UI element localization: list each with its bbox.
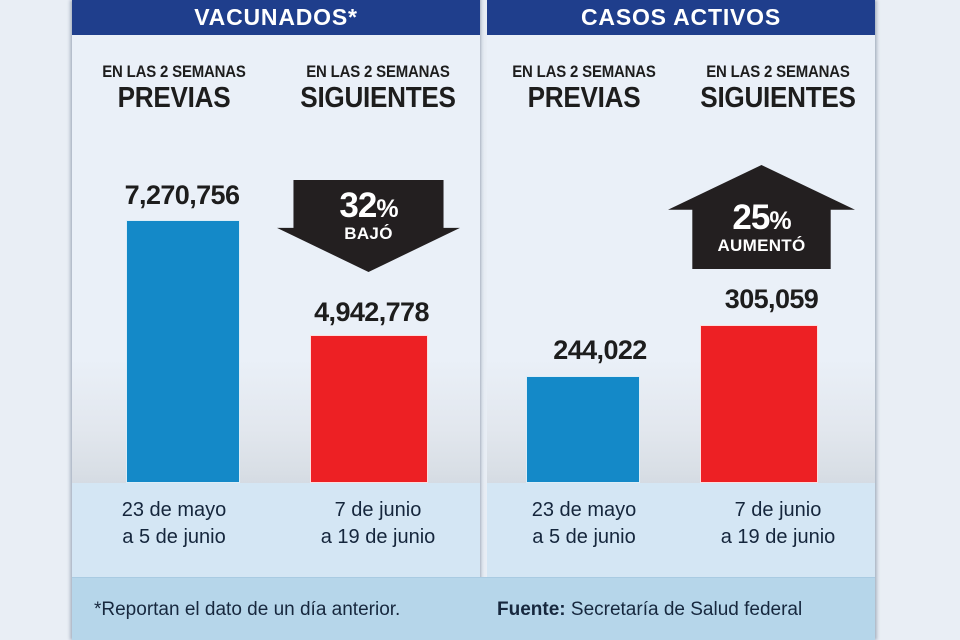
date-line-2: a 5 de junio bbox=[532, 526, 636, 548]
column-heading-big: PREVIAS bbox=[527, 82, 641, 114]
source-text: Fuente: Secretaría de Salud federal bbox=[497, 599, 802, 621]
change-badge-down-vacunados: 32% BAJÓ bbox=[277, 180, 460, 272]
date-label-vacunados-previas: 23 de mayo a 5 de junio bbox=[72, 483, 276, 577]
chart-area-casos-activos: EN LAS 2 SEMANAS PREVIAS EN LAS 2 SEMANA… bbox=[487, 35, 875, 483]
bar-value-casos-siguientes: 305,059 bbox=[724, 284, 819, 314]
bar-casos-siguientes bbox=[700, 325, 818, 483]
column-heading-big: SIGUIENTES bbox=[700, 82, 856, 114]
date-line-1: 7 de junio bbox=[334, 499, 422, 521]
bar-value-casos-previas: 244,022 bbox=[553, 335, 647, 365]
source-label: Fuente: bbox=[497, 599, 566, 620]
column-heading-previas: EN LAS 2 SEMANAS PREVIAS bbox=[72, 63, 276, 113]
panel-title-vacunados: VACUNADOS* bbox=[72, 0, 480, 35]
column-heading-big: PREVIAS bbox=[117, 82, 231, 114]
change-percent-vacunados: 32% bbox=[339, 186, 398, 225]
date-label-vacunados-siguientes: 7 de junio a 19 de junio bbox=[276, 483, 480, 577]
content-slab: VACUNADOS* EN LAS 2 SEMANAS PREVIAS EN L… bbox=[72, 0, 875, 640]
column-heading-big: SIGUIENTES bbox=[300, 82, 456, 114]
bar-vacunados-previas bbox=[126, 220, 240, 483]
change-word-casos-activos: AUMENTÓ bbox=[717, 236, 806, 255]
bar-value-vacunados-siguientes: 4,942,778 bbox=[314, 297, 429, 327]
percent-symbol: % bbox=[769, 207, 791, 235]
panel-vacunados: VACUNADOS* EN LAS 2 SEMANAS PREVIAS EN L… bbox=[72, 0, 480, 640]
date-line-1: 23 de mayo bbox=[121, 499, 227, 521]
bar-vacunados-siguientes bbox=[310, 335, 428, 483]
footer-band: *Reportan el dato de un día anterior. Fu… bbox=[72, 577, 875, 640]
column-heading-small: EN LAS 2 SEMANAS bbox=[512, 62, 656, 81]
column-heading-siguientes: EN LAS 2 SEMANAS SIGUIENTES bbox=[276, 63, 480, 113]
date-line-2: a 5 de junio bbox=[122, 526, 226, 548]
date-line-1: 23 de mayo bbox=[531, 499, 637, 521]
bar-casos-previas bbox=[526, 376, 640, 483]
percent-symbol: % bbox=[376, 195, 398, 223]
date-line-2: a 19 de junio bbox=[720, 526, 836, 548]
panel-divider bbox=[480, 0, 487, 640]
date-line-1: 7 de junio bbox=[734, 499, 822, 521]
date-band-casos-activos: 23 de mayo a 5 de junio 7 de junio a 19 … bbox=[487, 483, 875, 577]
column-heading-siguientes: EN LAS 2 SEMANAS SIGUIENTES bbox=[681, 63, 875, 113]
bar-value-vacunados-previas: 7,270,756 bbox=[124, 180, 240, 210]
date-label-casos-previas: 23 de mayo a 5 de junio bbox=[487, 483, 681, 577]
date-band-vacunados: 23 de mayo a 5 de junio 7 de junio a 19 … bbox=[72, 483, 480, 577]
column-heading-previas: EN LAS 2 SEMANAS PREVIAS bbox=[487, 63, 681, 113]
date-line-2: a 19 de junio bbox=[320, 526, 436, 548]
change-badge-up-casos-activos: 25% AUMENTÓ bbox=[668, 165, 855, 269]
panel-title-casos-activos: CASOS ACTIVOS bbox=[487, 0, 875, 35]
panel-casos-activos: CASOS ACTIVOS EN LAS 2 SEMANAS PREVIAS E… bbox=[487, 0, 875, 640]
date-label-casos-siguientes: 7 de junio a 19 de junio bbox=[681, 483, 875, 577]
column-heading-small: EN LAS 2 SEMANAS bbox=[706, 62, 850, 81]
change-word-vacunados: BAJÓ bbox=[344, 224, 393, 243]
footnote-text: *Reportan el dato de un día anterior. bbox=[94, 599, 401, 620]
column-heading-small: EN LAS 2 SEMANAS bbox=[102, 62, 246, 81]
change-percent-casos-activos: 25% bbox=[732, 198, 791, 237]
source-value: Secretaría de Salud federal bbox=[570, 599, 803, 620]
column-headings-casos-activos: EN LAS 2 SEMANAS PREVIAS EN LAS 2 SEMANA… bbox=[487, 63, 875, 113]
chart-area-vacunados: EN LAS 2 SEMANAS PREVIAS EN LAS 2 SEMANA… bbox=[72, 35, 480, 483]
column-headings-vacunados: EN LAS 2 SEMANAS PREVIAS EN LAS 2 SEMANA… bbox=[72, 63, 480, 113]
column-heading-small: EN LAS 2 SEMANAS bbox=[306, 62, 450, 81]
